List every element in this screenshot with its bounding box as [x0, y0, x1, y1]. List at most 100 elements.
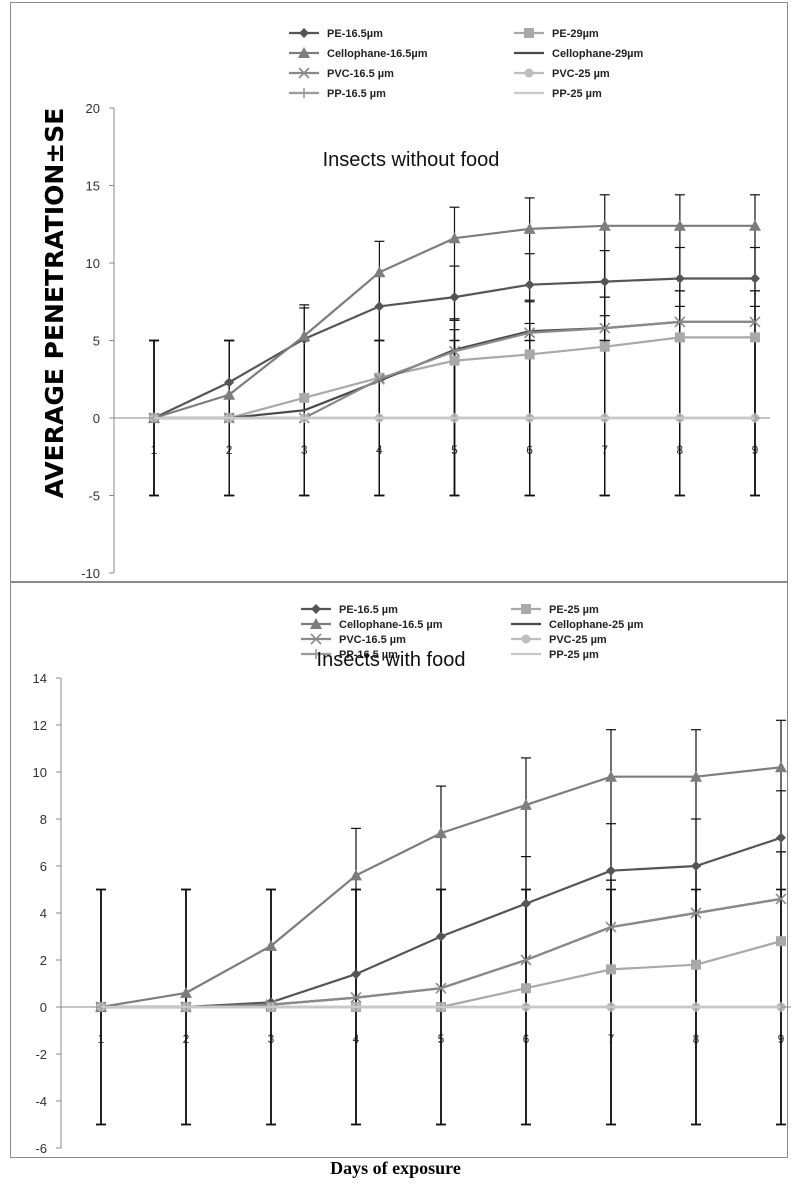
data-point [524, 349, 535, 360]
legend-marker [310, 618, 322, 629]
x-axis-title: Days of exposure [330, 1158, 461, 1178]
y-tick-label: -2 [35, 1047, 47, 1062]
data-point [351, 969, 361, 980]
y-tick-label: 0 [93, 411, 100, 426]
legend-entry: Cellophane-16.5 µm [301, 618, 443, 631]
legend-entry: PE-16.5 µm [301, 604, 398, 616]
data-point [373, 266, 386, 278]
data-point [673, 219, 686, 231]
y-tick-label: -4 [35, 1094, 47, 1109]
data-point [691, 959, 701, 970]
chart-title: Insects without food [323, 149, 500, 171]
data-point [521, 983, 531, 994]
data-point [690, 770, 702, 782]
data-point [674, 332, 685, 343]
legend-entry: PVC-16.5 µm [301, 633, 406, 646]
data-point [775, 761, 787, 773]
legend-label: PE-29µm [552, 28, 599, 40]
y-tick-label: -10 [81, 566, 100, 581]
legend-marker [298, 67, 310, 79]
legend-entry: PE-25 µm [511, 604, 599, 616]
data-point [776, 832, 786, 843]
data-point [523, 222, 536, 234]
legend-label: PP-16.5 µm [327, 88, 386, 100]
data-point [374, 372, 385, 383]
legend-label: PE-16.5µm [327, 28, 383, 40]
y-tick-label: 8 [40, 812, 47, 827]
legend-entry: Cellophane-25 µm [511, 619, 644, 631]
data-point [690, 907, 702, 919]
y-tick-label: 6 [40, 859, 47, 874]
data-point [373, 373, 385, 385]
y-tick-label: -5 [88, 489, 100, 504]
data-point [265, 939, 277, 951]
legend-label: PP-16.5 µm [339, 649, 398, 661]
y-tick-label: 0 [40, 1000, 47, 1015]
legend-entry: PP-25 µm [514, 88, 602, 100]
legend-entry: PP-16.5 µm [289, 88, 386, 100]
legend-marker [310, 633, 322, 645]
data-point [520, 798, 532, 810]
data-point [449, 355, 460, 366]
data-point [605, 770, 617, 782]
chart-title: Insects with food [317, 649, 466, 671]
data-point [224, 377, 235, 388]
data-point [750, 332, 760, 343]
legend-marker [521, 604, 531, 614]
data-point [520, 954, 532, 966]
data-point [606, 964, 616, 975]
data-point [674, 316, 686, 328]
data-point [749, 219, 761, 231]
data-point [435, 982, 447, 994]
y-axis-label: AVERAGE PENETRATION±SE [40, 108, 69, 499]
chart-with-food: -6-4-202468101214123456789PE-16.5 µmPE-2… [33, 604, 791, 1156]
data-point [524, 327, 536, 339]
legend-entry: PP-16.5 µm [301, 649, 398, 661]
data-point [691, 861, 701, 871]
data-point [750, 273, 760, 284]
legend-marker [311, 604, 321, 614]
data-point [448, 345, 461, 357]
data-point [775, 893, 787, 905]
chart-without-food: -10-505101520123456789PE-16.5µmPE-29µmCe… [40, 28, 770, 581]
legend-entry: Cellophane-16.5µm [289, 47, 428, 60]
y-tick-label: 10 [33, 765, 47, 780]
legend-label: PVC-16.5 µm [339, 634, 406, 646]
data-point [435, 827, 447, 839]
y-tick-label: 10 [86, 256, 100, 271]
data-point [436, 931, 446, 942]
error-bars [96, 719, 786, 1126]
legend-entry: PVC-25 µm [514, 68, 610, 80]
y-tick-label: 2 [40, 953, 47, 968]
legend-label: PP-25 µm [552, 88, 602, 100]
data-point [449, 292, 460, 303]
legend-label: Cellophane-25 µm [549, 619, 644, 631]
data-point [223, 388, 236, 400]
legend-entry: PVC-25 µm [511, 634, 607, 646]
y-tick-label: 5 [93, 334, 100, 349]
legend-label: PE-16.5 µm [339, 604, 398, 616]
data-point [599, 341, 610, 352]
legend-label: PVC-25 µm [549, 634, 607, 646]
data-point [598, 219, 611, 231]
data-point [374, 301, 385, 312]
legend-label: Cellophane-29µm [552, 48, 644, 60]
legend-entry: PVC-16.5 µm [289, 67, 394, 80]
data-point [350, 992, 362, 1004]
legend-label: PP-25 µm [549, 649, 599, 661]
legend-label: PVC-16.5 µm [327, 68, 394, 80]
chart-panel-without-food: -10-505101520123456789PE-16.5µmPE-29µmCe… [10, 2, 788, 582]
data-point [180, 986, 192, 998]
legend-entry: Cellophane-29µm [514, 48, 644, 60]
y-tick-label: 4 [40, 906, 47, 921]
legend-entry: PP-25 µm [511, 649, 599, 661]
data-point [299, 392, 310, 403]
data-point [599, 322, 611, 334]
data-point [749, 316, 761, 328]
legend-marker [521, 634, 531, 644]
legend-marker [524, 28, 534, 38]
data-point [606, 865, 616, 876]
legend-marker [524, 68, 534, 78]
legend-marker [299, 28, 309, 38]
y-tick-label: 14 [33, 671, 47, 686]
